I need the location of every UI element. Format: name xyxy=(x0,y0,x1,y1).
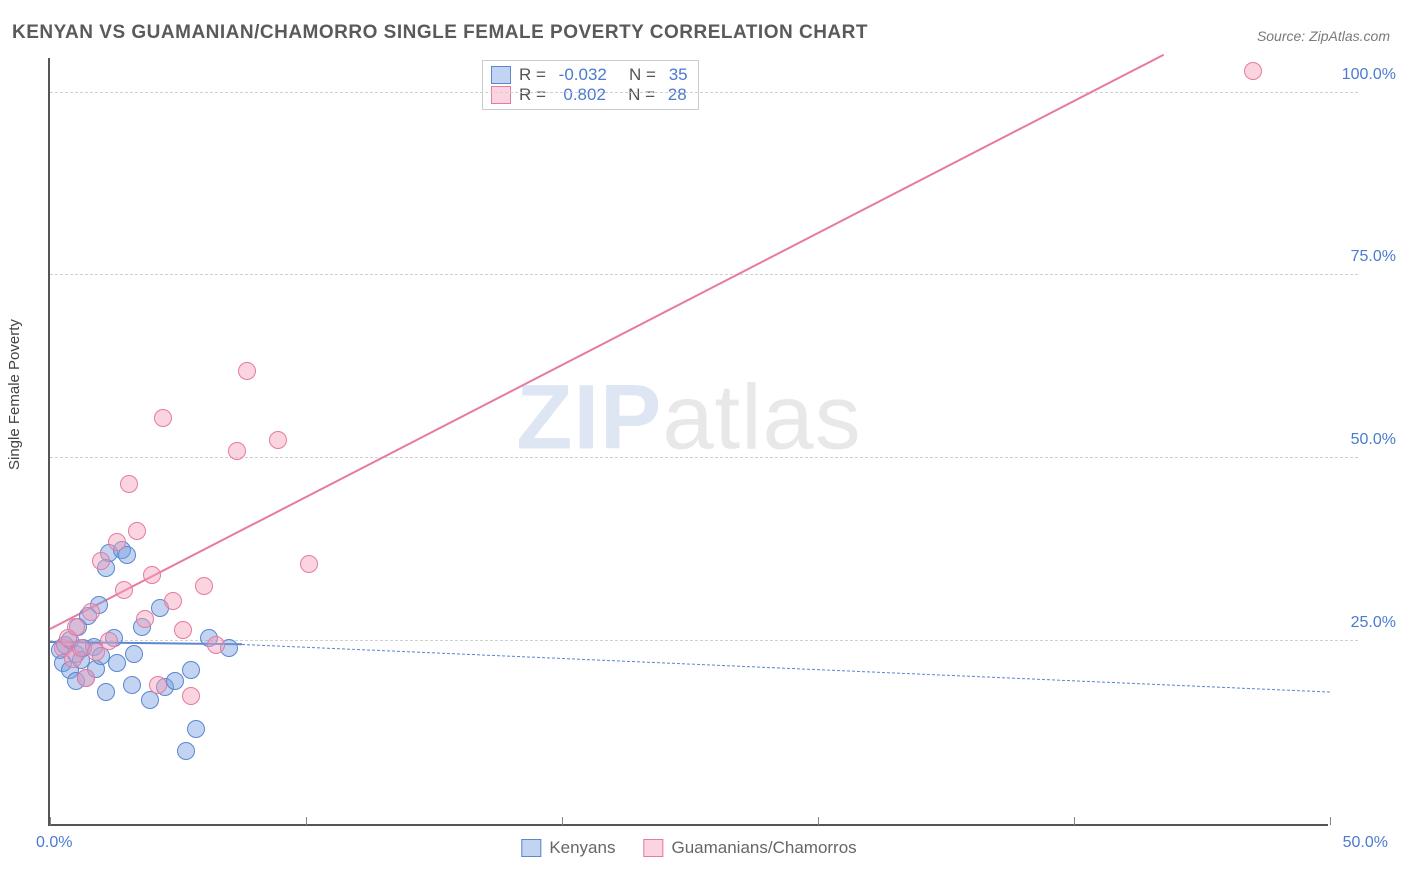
legend-swatch-guamanians-bottom xyxy=(643,839,663,857)
x-tick xyxy=(50,817,51,825)
scatter-point xyxy=(143,566,161,584)
scatter-point xyxy=(67,618,85,636)
x-tick xyxy=(562,817,563,825)
scatter-point xyxy=(166,672,184,690)
scatter-point xyxy=(82,603,100,621)
legend-row-guamanians: R = 0.802 N = 28 xyxy=(491,85,688,105)
scatter-point xyxy=(123,676,141,694)
scatter-point xyxy=(300,555,318,573)
scatter-point xyxy=(182,687,200,705)
bottom-legend: Kenyans Guamanians/Chamorros xyxy=(521,838,856,858)
y-tick-label: 75.0% xyxy=(1351,248,1396,266)
scatter-point xyxy=(154,409,172,427)
y-axis-label: Single Female Poverty xyxy=(6,319,23,470)
scatter-point xyxy=(115,581,133,599)
scatter-point xyxy=(195,577,213,595)
x-tick-label: 0.0% xyxy=(36,834,72,852)
chart-title: KENYAN VS GUAMANIAN/CHAMORRO SINGLE FEMA… xyxy=(12,22,868,44)
scatter-point xyxy=(92,552,110,570)
legend-swatch-guamanians xyxy=(491,86,511,104)
x-tick xyxy=(1330,817,1331,825)
scatter-point xyxy=(269,431,287,449)
scatter-point xyxy=(77,669,95,687)
regression-line xyxy=(242,644,1330,693)
scatter-point xyxy=(149,676,167,694)
scatter-point xyxy=(120,475,138,493)
stats-legend: R = -0.032 N = 35 R = 0.802 N = 28 xyxy=(482,60,699,110)
legend-swatch-kenyans xyxy=(491,66,511,84)
x-tick-label: 50.0% xyxy=(1343,834,1388,852)
scatter-point xyxy=(187,720,205,738)
chart-source: Source: ZipAtlas.com xyxy=(1257,28,1390,44)
watermark: ZIPatlas xyxy=(516,366,861,471)
scatter-point xyxy=(207,636,225,654)
scatter-point xyxy=(238,362,256,380)
scatter-point xyxy=(136,610,154,628)
scatter-point xyxy=(97,683,115,701)
scatter-point xyxy=(177,742,195,760)
bottom-legend-guamanians: Guamanians/Chamorros xyxy=(643,838,856,858)
x-tick xyxy=(306,817,307,825)
scatter-point xyxy=(182,661,200,679)
x-tick xyxy=(1074,817,1075,825)
correlation-chart: KENYAN VS GUAMANIAN/CHAMORRO SINGLE FEMA… xyxy=(0,0,1406,892)
x-tick xyxy=(818,817,819,825)
regression-line xyxy=(50,54,1165,630)
scatter-point xyxy=(108,533,126,551)
gridline-y xyxy=(50,274,1358,275)
scatter-point xyxy=(125,645,143,663)
scatter-point xyxy=(164,592,182,610)
scatter-point xyxy=(108,654,126,672)
legend-row-kenyans: R = -0.032 N = 35 xyxy=(491,65,688,85)
scatter-point xyxy=(128,522,146,540)
gridline-y xyxy=(50,640,1358,641)
y-tick-label: 50.0% xyxy=(1351,431,1396,449)
gridline-y xyxy=(50,457,1358,458)
bottom-legend-kenyans: Kenyans xyxy=(521,838,615,858)
gridline-y xyxy=(50,92,1358,93)
scatter-point xyxy=(228,442,246,460)
plot-area: ZIPatlas R = -0.032 N = 35 R = 0.802 N =… xyxy=(48,58,1328,826)
legend-swatch-kenyans-bottom xyxy=(521,839,541,857)
y-tick-label: 100.0% xyxy=(1342,66,1396,84)
y-tick-label: 25.0% xyxy=(1351,614,1396,632)
scatter-point xyxy=(1244,62,1262,80)
scatter-point xyxy=(100,632,118,650)
scatter-point xyxy=(174,621,192,639)
